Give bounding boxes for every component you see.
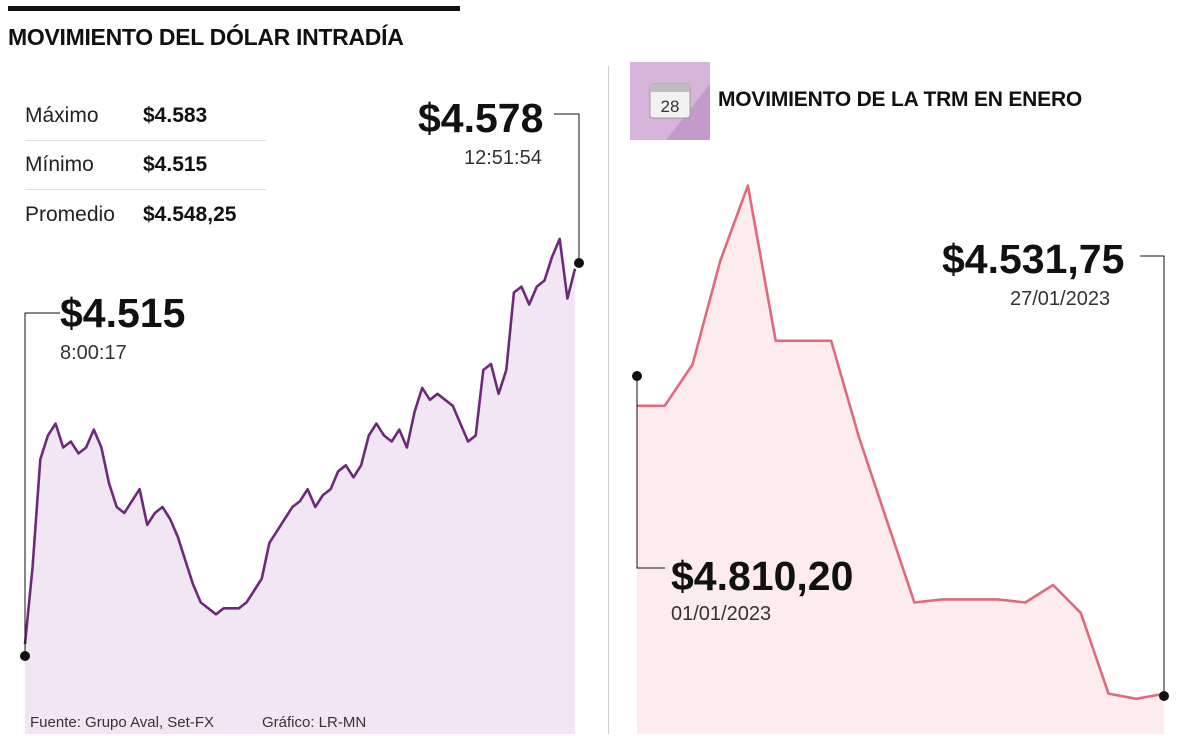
stat-row-min: Mínimo $4.515: [25, 141, 266, 190]
intraday-line: [23, 237, 577, 645]
trm-start-leader: [636, 376, 665, 569]
trm-end-leader: [1140, 255, 1165, 696]
intraday-start-time: 8:00:17: [60, 342, 127, 364]
intraday-stats-table: Máximo $4.583 Mínimo $4.515 Promedio $4.…: [25, 92, 266, 239]
intraday-area: [25, 238, 575, 734]
trm-start-date: 01/01/2023: [671, 603, 772, 625]
intraday-start-value: $4.515: [60, 290, 186, 336]
calendar-icon: 28: [649, 83, 710, 140]
source-note: Fuente: Grupo Aval, Set-FX: [30, 714, 214, 731]
credit-note: Gráfico: LR-MN: [262, 714, 367, 731]
stat-label: Máximo: [25, 104, 99, 127]
calendar-icon-tile: 28: [630, 62, 710, 140]
stat-value: $4.548,25: [143, 202, 237, 226]
trm-start-value: $4.810,20: [671, 553, 854, 599]
panel-divider: [608, 66, 609, 734]
intraday-start-point: [20, 651, 30, 661]
stat-value: $4.515: [143, 153, 208, 176]
calendar-day: 28: [661, 97, 680, 116]
stat-label: Promedio: [25, 202, 115, 226]
stat-value: $4.583: [143, 104, 208, 127]
intraday-start-leader: [24, 312, 60, 656]
trm-start-point: [632, 371, 642, 381]
left-chart-title: MOVIMIENTO DEL DÓLAR INTRADÍA: [8, 24, 404, 50]
stat-row-avg: Promedio $4.548,25: [25, 190, 266, 239]
title-rule: [8, 6, 460, 11]
intraday-end-value: $4.578: [418, 95, 544, 141]
intraday-end-time: 12:51:54: [464, 147, 542, 169]
trm-end-value: $4.531,75: [942, 236, 1125, 282]
right-chart-title: MOVIMIENTO DE LA TRM EN ENERO: [718, 88, 1083, 111]
trm-end-date: 27/01/2023: [1010, 288, 1111, 310]
stat-row-max: Máximo $4.583: [25, 92, 266, 141]
stat-label: Mínimo: [25, 153, 94, 176]
trm-area: [637, 185, 1164, 735]
trm-line: [637, 184, 1165, 701]
trm-end-point: [1159, 691, 1169, 701]
intraday-end-point: [574, 258, 584, 268]
intraday-end-leader: [554, 113, 580, 263]
